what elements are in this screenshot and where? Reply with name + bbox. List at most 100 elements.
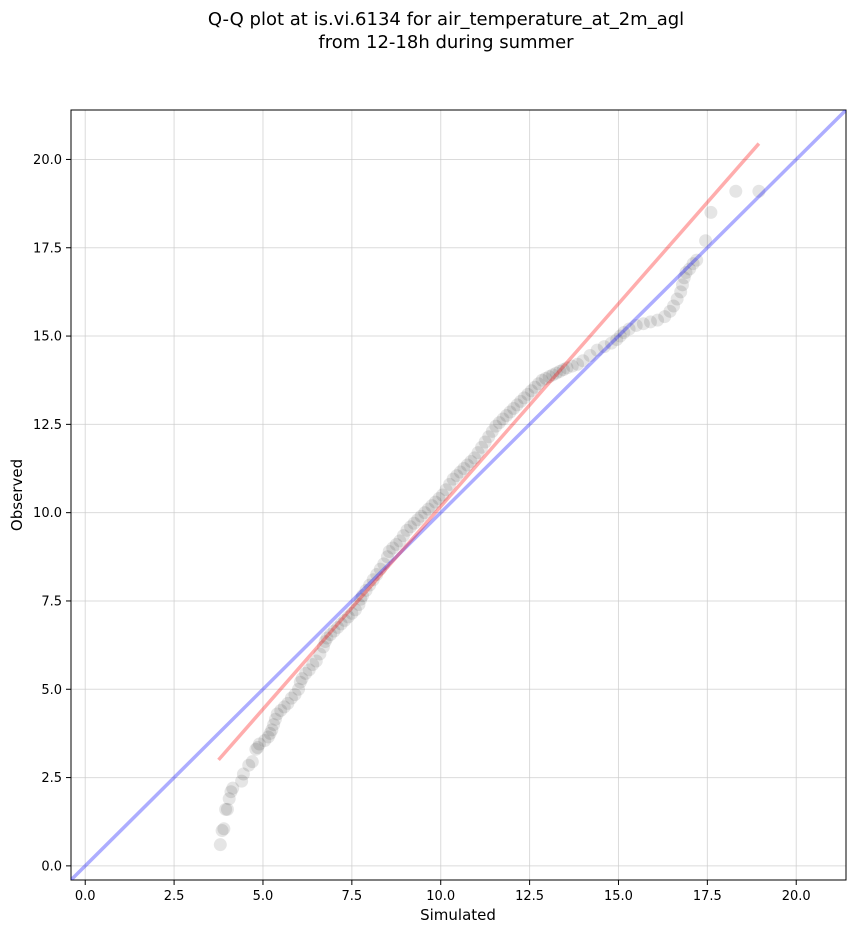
scatter-point xyxy=(590,343,604,357)
x-tick-label: 12.5 xyxy=(515,889,544,904)
scatter-point xyxy=(629,318,643,332)
scatter-point xyxy=(531,377,545,391)
scatter-point xyxy=(503,405,517,419)
scatter-point xyxy=(485,424,499,438)
scatter-point xyxy=(729,184,743,198)
scatter-point xyxy=(643,315,657,329)
scatter-point xyxy=(571,357,585,371)
scatter-point xyxy=(316,640,330,654)
scatter-point xyxy=(334,617,348,631)
scatter-point xyxy=(251,741,265,755)
y-tick-label: 17.5 xyxy=(33,241,62,256)
y-tick-label: 0.0 xyxy=(41,859,62,874)
scatter-point xyxy=(277,700,291,714)
scatter-point xyxy=(386,541,400,555)
y-tick-label: 7.5 xyxy=(41,594,62,609)
scatter-point xyxy=(341,610,355,624)
scatter-point xyxy=(345,606,359,620)
scatter-point xyxy=(324,628,338,642)
x-tick-label: 0.0 xyxy=(75,889,96,904)
scatter-point xyxy=(542,370,556,384)
y-tick-label: 10.0 xyxy=(33,506,62,521)
scatter-point xyxy=(514,394,528,408)
scatter-point xyxy=(299,666,313,680)
scatter-point xyxy=(679,265,693,279)
scatter-point xyxy=(242,758,256,772)
scatter-point xyxy=(261,730,275,744)
scatter-point xyxy=(309,654,323,668)
scatter-point xyxy=(313,647,327,661)
scatter-point xyxy=(338,613,352,627)
scatter-point xyxy=(318,635,332,649)
scatter-point xyxy=(292,682,306,696)
scatter-point xyxy=(450,469,464,483)
scatter-points xyxy=(213,184,766,852)
scatter-point xyxy=(549,366,563,380)
scatter-point xyxy=(478,435,492,449)
x-tick-label: 7.5 xyxy=(342,889,363,904)
scatter-point xyxy=(457,462,471,476)
scatter-point xyxy=(622,322,636,336)
y-tick-label: 15.0 xyxy=(33,330,62,345)
scatter-point xyxy=(651,313,665,327)
x-tick-label: 5.0 xyxy=(253,889,274,904)
scatter-point xyxy=(677,271,691,285)
scatter-point xyxy=(475,440,489,454)
scatter-point xyxy=(663,304,677,318)
scatter-point xyxy=(690,253,704,267)
scatter-point xyxy=(366,573,380,587)
scatter-point xyxy=(658,310,672,324)
scatter-point xyxy=(268,712,282,726)
scatter-point xyxy=(686,257,700,271)
scatter-point xyxy=(704,205,718,219)
scatter-point xyxy=(226,781,240,795)
scatter-point xyxy=(636,317,650,331)
scatter-point xyxy=(370,567,384,581)
x-tick-label: 2.5 xyxy=(164,889,185,904)
scatter-point xyxy=(224,785,238,799)
scatter-point xyxy=(610,333,624,347)
scatter-point xyxy=(306,658,320,672)
y-axis-label: Observed xyxy=(8,459,26,531)
scatter-point xyxy=(213,838,227,852)
scatter-point xyxy=(560,361,574,375)
scatter-point xyxy=(604,336,618,350)
scatter-point xyxy=(670,292,684,306)
scatter-point xyxy=(377,557,391,571)
scatter-point xyxy=(683,262,697,276)
scatter-point xyxy=(467,451,481,465)
chart-title-line-2: from 12-18h during summer xyxy=(318,32,574,53)
scatter-point xyxy=(425,499,439,513)
scatter-point xyxy=(546,368,560,382)
scatter-point xyxy=(220,802,234,816)
axes-border xyxy=(70,109,847,881)
scatter-point xyxy=(270,707,284,721)
scatter-point xyxy=(471,446,485,460)
scatter-point xyxy=(510,398,524,412)
scatter-point xyxy=(428,495,442,509)
scatter-point xyxy=(389,537,403,551)
scatter-point xyxy=(235,774,249,788)
scatter-point xyxy=(217,822,231,836)
scatter-point xyxy=(284,691,298,705)
x-tick-label: 15.0 xyxy=(604,889,633,904)
x-tick-label: 10.0 xyxy=(426,889,455,904)
scatter-point xyxy=(421,502,435,516)
scatter-point xyxy=(267,718,281,732)
scatter-point xyxy=(524,384,538,398)
scatter-point xyxy=(499,409,513,423)
scatter-point xyxy=(293,675,307,689)
scatter-point xyxy=(393,534,407,548)
scatter-point xyxy=(352,597,366,611)
y-tick-label: 5.0 xyxy=(41,683,62,698)
scatter-point xyxy=(752,184,766,198)
scatter-point xyxy=(245,755,259,769)
x-tick-label: 20.0 xyxy=(782,889,811,904)
scatter-point xyxy=(219,802,233,816)
scatter-point xyxy=(288,688,302,702)
scatter-point xyxy=(331,620,345,634)
y-tick-label: 20.0 xyxy=(33,153,62,168)
scatter-point xyxy=(281,696,295,710)
scatter-point xyxy=(396,529,410,543)
